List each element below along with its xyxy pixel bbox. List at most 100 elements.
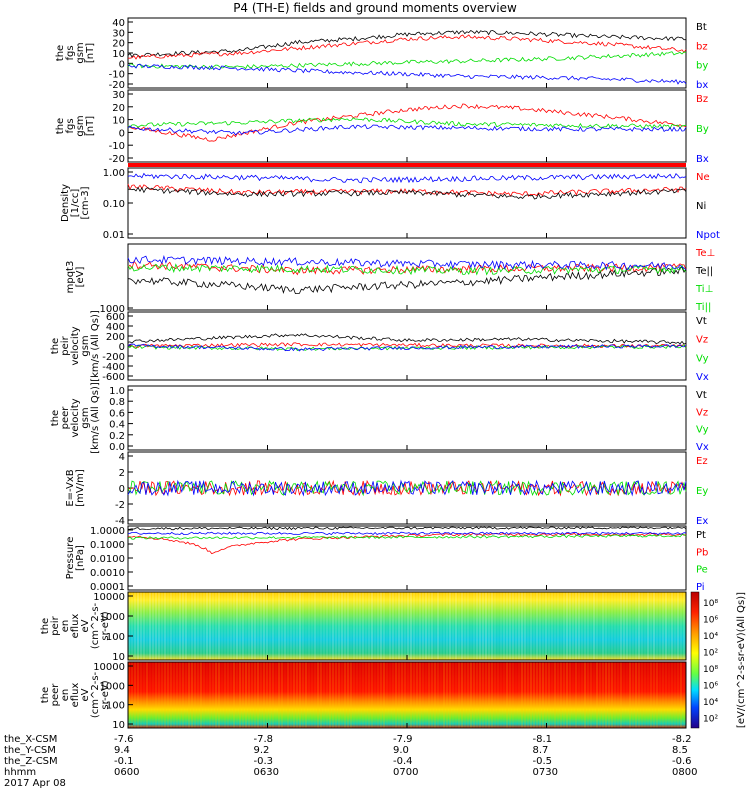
spectrogram-stripe (563, 592, 565, 660)
spectrogram-stripe (497, 592, 499, 660)
spectrogram-stripe (506, 662, 508, 728)
spectrogram-stripe (203, 662, 205, 728)
spectrogram-stripe (353, 662, 355, 728)
spectrogram-stripe (476, 662, 478, 728)
spectrogram-stripe (656, 592, 658, 660)
spectrogram-stripe (548, 662, 550, 728)
y-tick-label: 40 (112, 18, 125, 29)
y-axis-label: [1/cc] (70, 189, 81, 218)
spectrogram-stripe (221, 592, 223, 660)
y-axis-label: [eV] (75, 267, 86, 288)
spectrogram-stripe (683, 592, 685, 660)
spectrogram-stripe (131, 662, 133, 728)
y-tick-label: 1000 (100, 304, 125, 315)
spectrogram-stripe (605, 592, 607, 660)
spectrogram-stripe (416, 662, 418, 728)
y-axis-label: (cm^2-s- (90, 602, 101, 649)
spectrogram-stripe (407, 662, 409, 728)
y-tick-label: 1.0 (109, 386, 125, 397)
series-Pe (127, 534, 687, 540)
spectrogram-stripe (311, 662, 313, 728)
spectrogram-stripe (227, 592, 229, 660)
spectrogram-stripe (539, 662, 541, 728)
y-tick-label: 10 (112, 720, 125, 731)
spectrogram-stripe (446, 662, 448, 728)
spectrogram-stripe (431, 592, 433, 660)
ephemeris-label: the_X-CSM (4, 734, 58, 745)
y-tick-label: 0.8 (109, 397, 125, 408)
y-tick-label: 0 (119, 59, 125, 70)
y-axis-label: [km/s (All Qs)] (90, 382, 101, 454)
y-tick-label: -4 (115, 516, 125, 527)
y-axis-label: [nT] (85, 116, 96, 136)
y-tick-label: 0.0010 (90, 568, 125, 579)
spectrogram-stripe (155, 592, 157, 660)
y-tick-label: 0.0100 (90, 554, 125, 565)
spectrogram-stripe (638, 662, 640, 728)
spectrogram-stripe (398, 662, 400, 728)
spectrogram-stripe (197, 662, 199, 728)
spectrogram-stripe (584, 592, 586, 660)
spectrogram-stripe (302, 592, 304, 660)
spectrogram-stripe (335, 592, 337, 660)
series-Ex (127, 479, 687, 497)
spectrogram-stripe (467, 592, 469, 660)
y-axis-label: the (40, 618, 51, 634)
y-tick-label: 0 (119, 128, 125, 139)
spectrogram-stripe (401, 592, 403, 660)
spectrogram-stripe (299, 662, 301, 728)
y-tick-label: 20 (112, 103, 125, 114)
spectrogram-stripe (395, 662, 397, 728)
spectrogram-stripe (371, 592, 373, 660)
panel-p4: 1000 mpqt3 [eV] Te⊥ Te|| Ti⊥ Ti|| (65, 243, 715, 315)
panel-p9: 10000 1000 100 10 the peir en eflux eV (cm^2-s-sr… (40, 591, 687, 663)
spectrogram-stripe (437, 592, 439, 660)
y-axis-label: [mV/m] (75, 469, 86, 507)
spectrogram-stripe (515, 592, 517, 660)
y-tick-label: 0.2 (109, 431, 125, 442)
colorbar-tick-label: 10⁸ (703, 665, 718, 675)
spectrogram-stripe (524, 662, 526, 728)
ephemeris-value: 8.7 (532, 745, 549, 756)
spectrogram-stripe (533, 662, 535, 728)
spectrogram-stripe (464, 592, 466, 660)
legend-Te||: Te|| (695, 266, 713, 277)
spectrogram-stripe (419, 662, 421, 728)
spectrogram-stripe (437, 662, 439, 728)
spectrogram-stripe (422, 662, 424, 728)
spectrogram-stripe (425, 662, 427, 728)
legend-Vy: Vy (696, 353, 709, 364)
spectrogram-stripe (212, 662, 214, 728)
spectrogram-stripe (239, 662, 241, 728)
spectrogram-stripe (512, 592, 514, 660)
spectrogram-stripe (164, 662, 166, 728)
spectrogram-stripe (386, 662, 388, 728)
spectrogram-stripe (602, 592, 604, 660)
spectrogram-stripe (521, 592, 523, 660)
y-axis-label: peer (60, 406, 71, 430)
legend-Ti||: Ti|| (695, 302, 711, 313)
spectrogram-stripe (374, 592, 376, 660)
spectrogram-stripe (242, 592, 244, 660)
spectrogram-stripe (557, 592, 559, 660)
spectrogram-stripe (356, 592, 358, 660)
spectrogram-stripe (191, 592, 193, 660)
spectrogram-stripe (455, 662, 457, 728)
spectrogram-stripe (182, 592, 184, 660)
spectrogram-stripe (191, 662, 193, 728)
spectrogram-stripe (134, 662, 136, 728)
spectrogram-stripe (575, 662, 577, 728)
spectrogram-stripe (455, 592, 457, 660)
spectrogram-stripe (230, 662, 232, 728)
spectrogram-stripe (161, 592, 163, 660)
spectrogram-stripe (200, 592, 202, 660)
spectrogram-stripe (536, 592, 538, 660)
spectrogram-stripe (293, 592, 295, 660)
spectrogram-stripe (488, 592, 490, 660)
y-tick-label: 0.1000 (90, 540, 125, 551)
y-axis-label: gsm (80, 407, 91, 428)
series-Ne (127, 183, 687, 198)
legend-Vz: Vz (696, 335, 708, 346)
spectrogram-stripe (320, 662, 322, 728)
spectrogram-stripe (647, 592, 649, 660)
